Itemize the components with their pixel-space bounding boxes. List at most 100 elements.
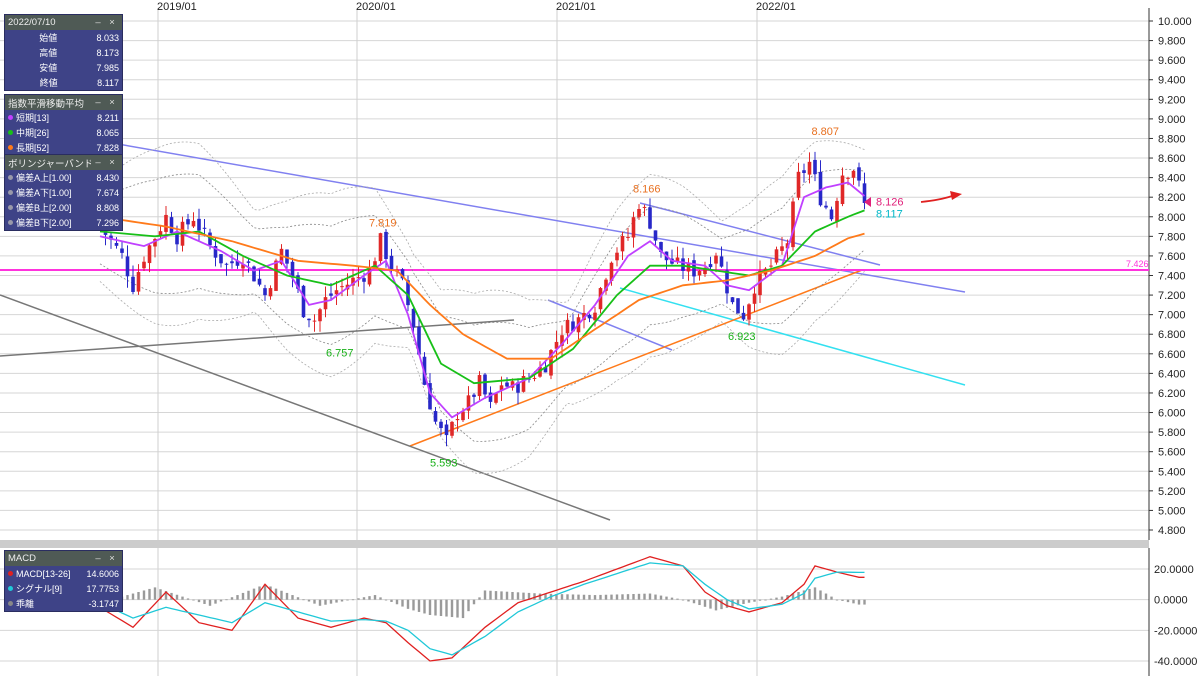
macd-histogram-bar [236, 595, 239, 600]
candle-body [714, 255, 718, 264]
macd-histogram-bar [753, 599, 756, 602]
macd-histogram-bar [472, 599, 476, 605]
y-tick-label: 5.200 [1158, 486, 1186, 498]
legend-dot-icon [8, 145, 13, 150]
x-tick-label: 2019/01 [157, 1, 197, 13]
candle-body [136, 272, 141, 292]
macd-histogram-bar [758, 599, 762, 601]
candle-body [213, 246, 218, 258]
ema-row-long: 長期[52] 7.828 [5, 140, 122, 155]
macd-histogram-bar [197, 599, 201, 603]
candle-body [417, 327, 421, 355]
macd-lines [99, 556, 865, 662]
last-price-marker [864, 197, 871, 207]
macd-histogram-bar [538, 593, 542, 600]
candle-body [505, 382, 509, 387]
y-tick-label: 8.800 [1158, 133, 1186, 145]
y-tick-label: 8.600 [1158, 153, 1186, 165]
price-annotation: 8.166 [633, 184, 661, 196]
macd-histogram-bar [670, 597, 674, 600]
close-button[interactable]: × [109, 17, 115, 28]
macd-histogram-bar [780, 596, 784, 600]
legend-dot-icon [8, 115, 13, 120]
macd-histogram-bar [274, 588, 278, 600]
candle-body [356, 277, 361, 279]
y-tick-label: 9.000 [1158, 114, 1186, 126]
x-tick-label: 2020/01 [356, 1, 396, 13]
close-button[interactable]: × [109, 553, 115, 564]
candle-body [378, 233, 383, 262]
y-tick-label: 9.400 [1158, 75, 1186, 87]
macd-histogram-bar [362, 597, 366, 600]
candle-body [477, 375, 482, 397]
macd-histogram-bar [643, 593, 646, 600]
candle-body [131, 276, 135, 292]
macd-histogram-bar [395, 599, 399, 605]
minimize-button[interactable]: – [95, 97, 101, 108]
candle-body [829, 209, 834, 220]
macd-histogram-bar [775, 597, 778, 600]
close-button[interactable]: × [109, 157, 115, 168]
macd-histogram-bar [192, 599, 195, 601]
bollinger-band-line [99, 249, 865, 442]
legend-dot-icon [8, 220, 13, 225]
legend-dot-icon [8, 601, 13, 606]
ema-row-short: 短期[13] 8.211 [5, 110, 122, 125]
candle-body [274, 260, 278, 291]
candle-body [703, 267, 707, 275]
candle-body [851, 170, 856, 178]
minimize-button[interactable]: – [95, 17, 101, 28]
candle-body [736, 298, 740, 314]
macd-histogram-bar [186, 598, 190, 600]
ema-line-1 [99, 209, 865, 385]
candle-body [747, 304, 751, 320]
macd-histogram-bar [225, 599, 228, 601]
candle-body [626, 236, 630, 238]
macd-histogram-bar [500, 591, 503, 600]
macd-histogram-bar [159, 589, 162, 600]
candle-body [158, 231, 163, 236]
macd-histogram-bar [494, 591, 498, 600]
macd-histogram-bar [522, 592, 525, 600]
y-tick-label: 7.400 [1158, 271, 1186, 283]
candle-body [494, 393, 498, 403]
bollinger-title: ボリンジャーバンド [8, 158, 91, 170]
legend-dot-icon [8, 190, 13, 195]
macd-histogram-bar [846, 599, 850, 603]
macd-histogram-bar [621, 594, 624, 600]
candle-body [252, 266, 256, 282]
candle-body [483, 374, 487, 395]
candle-body [642, 206, 647, 208]
candle-body [593, 312, 597, 321]
macd-histogram-bar [417, 599, 421, 612]
close-button[interactable]: × [109, 97, 115, 108]
macd-histogram-bar [808, 588, 811, 600]
minimize-button[interactable]: – [95, 553, 101, 564]
macd-histogram-bar [302, 599, 305, 601]
minimize-button[interactable]: – [95, 157, 101, 168]
candle-body [648, 207, 652, 229]
price-annotation: 6.757 [326, 347, 354, 359]
macd-histogram-bar [852, 599, 855, 604]
pane-divider[interactable] [0, 540, 1149, 548]
candle-body [565, 319, 570, 334]
candle-body [857, 167, 861, 181]
trendlines [0, 139, 1149, 521]
macd-histogram-bar [291, 595, 294, 600]
macd-histogram-bar [533, 593, 536, 600]
macd-histogram-bar [175, 594, 179, 600]
macd-histogram-bar [676, 598, 679, 600]
macd-histogram-bar [346, 599, 349, 601]
y-tick-label: 5.000 [1158, 505, 1186, 517]
candle-body [681, 258, 685, 271]
candle-body [543, 367, 548, 373]
macd-histogram-bar [181, 596, 184, 600]
candle-body [780, 246, 784, 251]
macd-histogram-bar [665, 596, 668, 600]
candle-body [120, 248, 124, 253]
legend-dot-icon [8, 586, 13, 591]
macd-histogram-bar [214, 599, 217, 604]
ema-panel: 指数平滑移動平均 – × 短期[13] 8.211 中期[26] 8.065 長期[… [4, 94, 123, 156]
macd-histogram-bar [560, 594, 564, 600]
